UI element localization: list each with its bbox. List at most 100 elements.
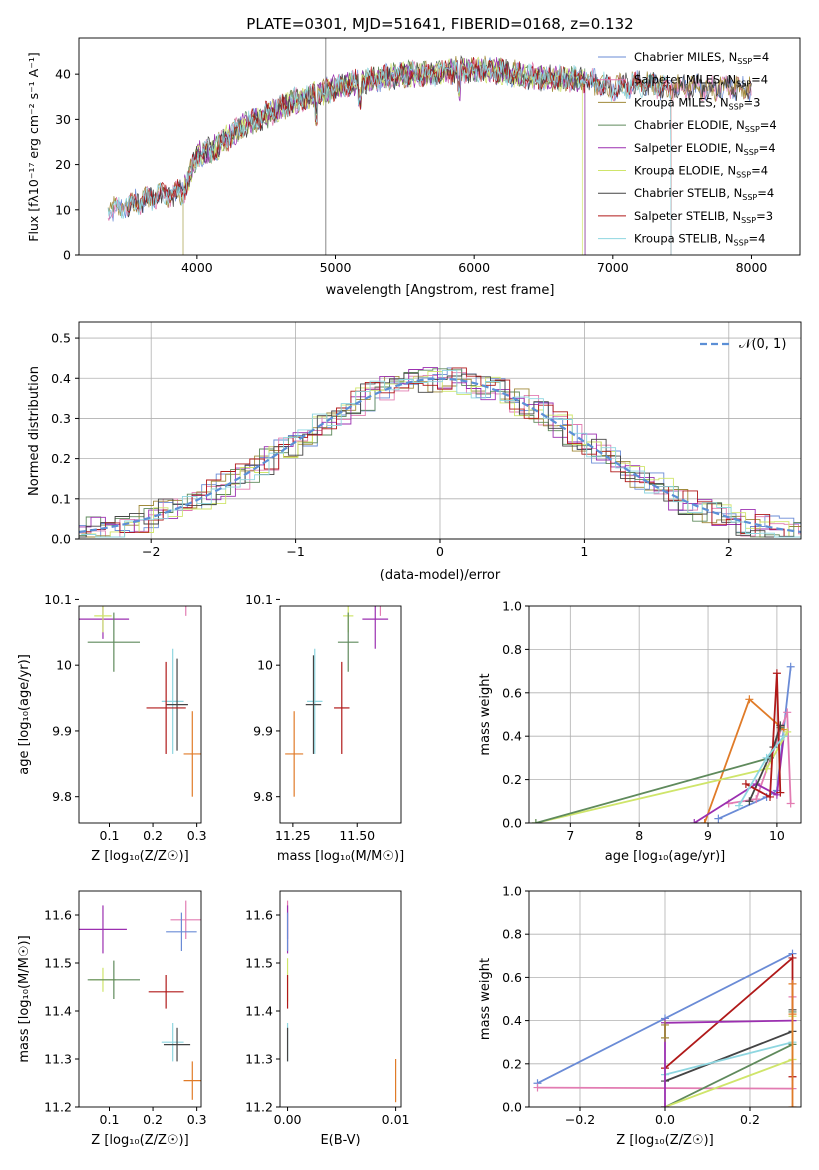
weight-marker [690,819,699,823]
legend-entry: Chabrier STELIB, NSSP=4 [634,186,774,202]
y-tick-label: 10 [55,202,71,217]
x-axis-label: mass [log₁₀(M/M☉)] [277,849,404,864]
weight-marker [786,662,795,671]
x-tick-label: 5000 [320,260,352,275]
x-tick-label: 7 [566,828,574,843]
weight-marker [714,814,723,823]
axes-frame [528,605,802,824]
y-tick-label: 11.2 [245,1100,273,1115]
y-axis-label: age [log₁₀(age/yr)] [17,654,32,775]
mass-vs-metallicity-panel: 0.1 0.2 0.3 11.2 11.3 11.4 11.5 11.6 Z [log₁₀(Z/… [17,890,207,1148]
x-axis-label: age [log₁₀(age/yr)] [605,849,726,864]
y-tick-label: 0.8 [502,927,522,942]
x-tick-label: 8000 [736,260,768,275]
y-axis-label: mass [log₁₀(M/M☉)] [17,935,32,1062]
x-tick-label: 0.3 [187,828,207,843]
y-tick-label: 0.1 [51,491,71,506]
weight-marker [661,1033,669,1042]
age-vs-mass-panel: 11.25 11.50 9.8 9.9 10 10.1 mass [log₁₀(M/M☉)] [245,592,404,864]
x-tick-label: −1 [286,544,304,559]
weight-line [664,1016,794,1107]
y-tick-label: 0.0 [51,532,71,547]
weight-marker [788,979,797,988]
axes-frame [78,605,202,824]
spectrum-series-line [127,57,672,256]
residuals-ylabel: Normed distribution [27,366,42,496]
x-tick-label: −2 [142,544,160,559]
weight-line [535,731,788,823]
plot-area [531,662,795,823]
plot-area [79,900,201,1100]
x-axis-label: Z [log₁₀(Z/Z☉)] [91,1133,188,1148]
y-tick-label: 10.1 [44,592,72,607]
x-tick-label: 0.00 [274,1112,302,1127]
x-axis-label: Z [log₁₀(Z/Z☉)] [91,849,188,864]
weight-marker [745,797,754,806]
y-tick-label: 9.8 [52,789,72,804]
x-tick-label: 0.2 [740,1112,760,1127]
y-tick-label: 0.4 [502,1013,522,1028]
y-tick-label: 11.3 [245,1052,273,1067]
residuals-panel: −2 −1 0 1 2 0.0 0.1 0.2 0.3 0.4 0.5 (data-model)/e… [27,321,802,583]
y-tick-label: 9.8 [253,789,273,804]
y-tick-label: 11.3 [44,1052,72,1067]
weight-marker [533,1083,542,1092]
mass-vs-extinction-panel: 0.00 0.01 11.2 11.3 11.4 11.5 11.6 E(B-V) [245,890,410,1148]
weight-marker [741,779,750,788]
y-tick-label: 9.9 [52,723,72,738]
weight-marker [766,792,775,801]
legend-entry: Chabrier MILES, NSSP=4 [634,50,769,66]
legend-entry: Salpeter MILES, NSSP=4 [634,73,768,89]
x-tick-label: 0 [436,544,444,559]
y-tick-label: 11.6 [245,908,273,923]
x-tick-label: 8 [635,828,643,843]
axes-frame [279,605,402,824]
y-tick-label: 1.0 [502,599,522,614]
y-tick-label: 10 [257,658,273,673]
y-tick-label: 0.0 [502,816,522,831]
residual-histogram [81,369,801,538]
residuals-xlabel: (data-model)/error [380,568,501,583]
y-tick-label: 11.5 [44,956,72,971]
spectrum-series-line [182,56,583,256]
weight-marker [786,799,795,808]
spectrum-panel: 4000 5000 6000 7000 8000 0 10 20 30 40 wavelength… [26,37,801,298]
y-tick-label: 40 [55,67,71,82]
y-tick-label: 10.1 [245,592,273,607]
normal-legend-label: 𝒩(0, 1) [739,337,786,352]
weight-marker [762,753,771,762]
spectrum-series-line [107,59,672,256]
weight-marker [745,695,754,704]
residuals-grid [79,322,801,540]
weight-line [745,673,782,799]
y-tick-label: 0.2 [502,1056,522,1071]
x-tick-label: 10 [769,828,785,843]
axes-frame [279,890,402,1108]
y-tick-label: 0.2 [502,772,522,787]
legend-entry: Salpeter STELIB, NSSP=3 [634,209,773,225]
weight-marker [661,1020,669,1029]
x-tick-label: 7000 [597,260,629,275]
weight-marker [788,1103,797,1107]
weight-marker [776,788,785,797]
x-tick-label: 0.2 [143,828,163,843]
residual-histogram [79,368,801,538]
y-tick-label: 9.9 [253,723,273,738]
x-tick-label: 1 [580,544,588,559]
x-axis-label: Z [log₁₀(Z/Z☉)] [616,1133,713,1148]
legend-entry: Salpeter ELODIE, NSSP=4 [634,141,776,157]
y-tick-label: 0.8 [502,642,522,657]
legend-entry: Kroupa ELODIE, NSSP=4 [634,164,768,180]
x-tick-label: 4000 [181,260,213,275]
weight-marker [783,727,792,736]
weight-marker [752,795,761,804]
plot-area [533,949,797,1107]
plot-area [79,606,201,797]
y-tick-label: 20 [55,157,71,172]
y-tick-label: 0.4 [502,729,522,744]
residuals-ticks: −2 −1 0 1 2 0.0 0.1 0.2 0.3 0.4 0.5 [51,331,733,559]
y-tick-label: 11.6 [44,908,72,923]
weight-line [535,727,782,823]
weight-vs-age-panel: 7 8 9 10 0.0 0.2 0.4 0.6 0.8 1.0 age [log₁₀(age/yr… [478,599,802,864]
